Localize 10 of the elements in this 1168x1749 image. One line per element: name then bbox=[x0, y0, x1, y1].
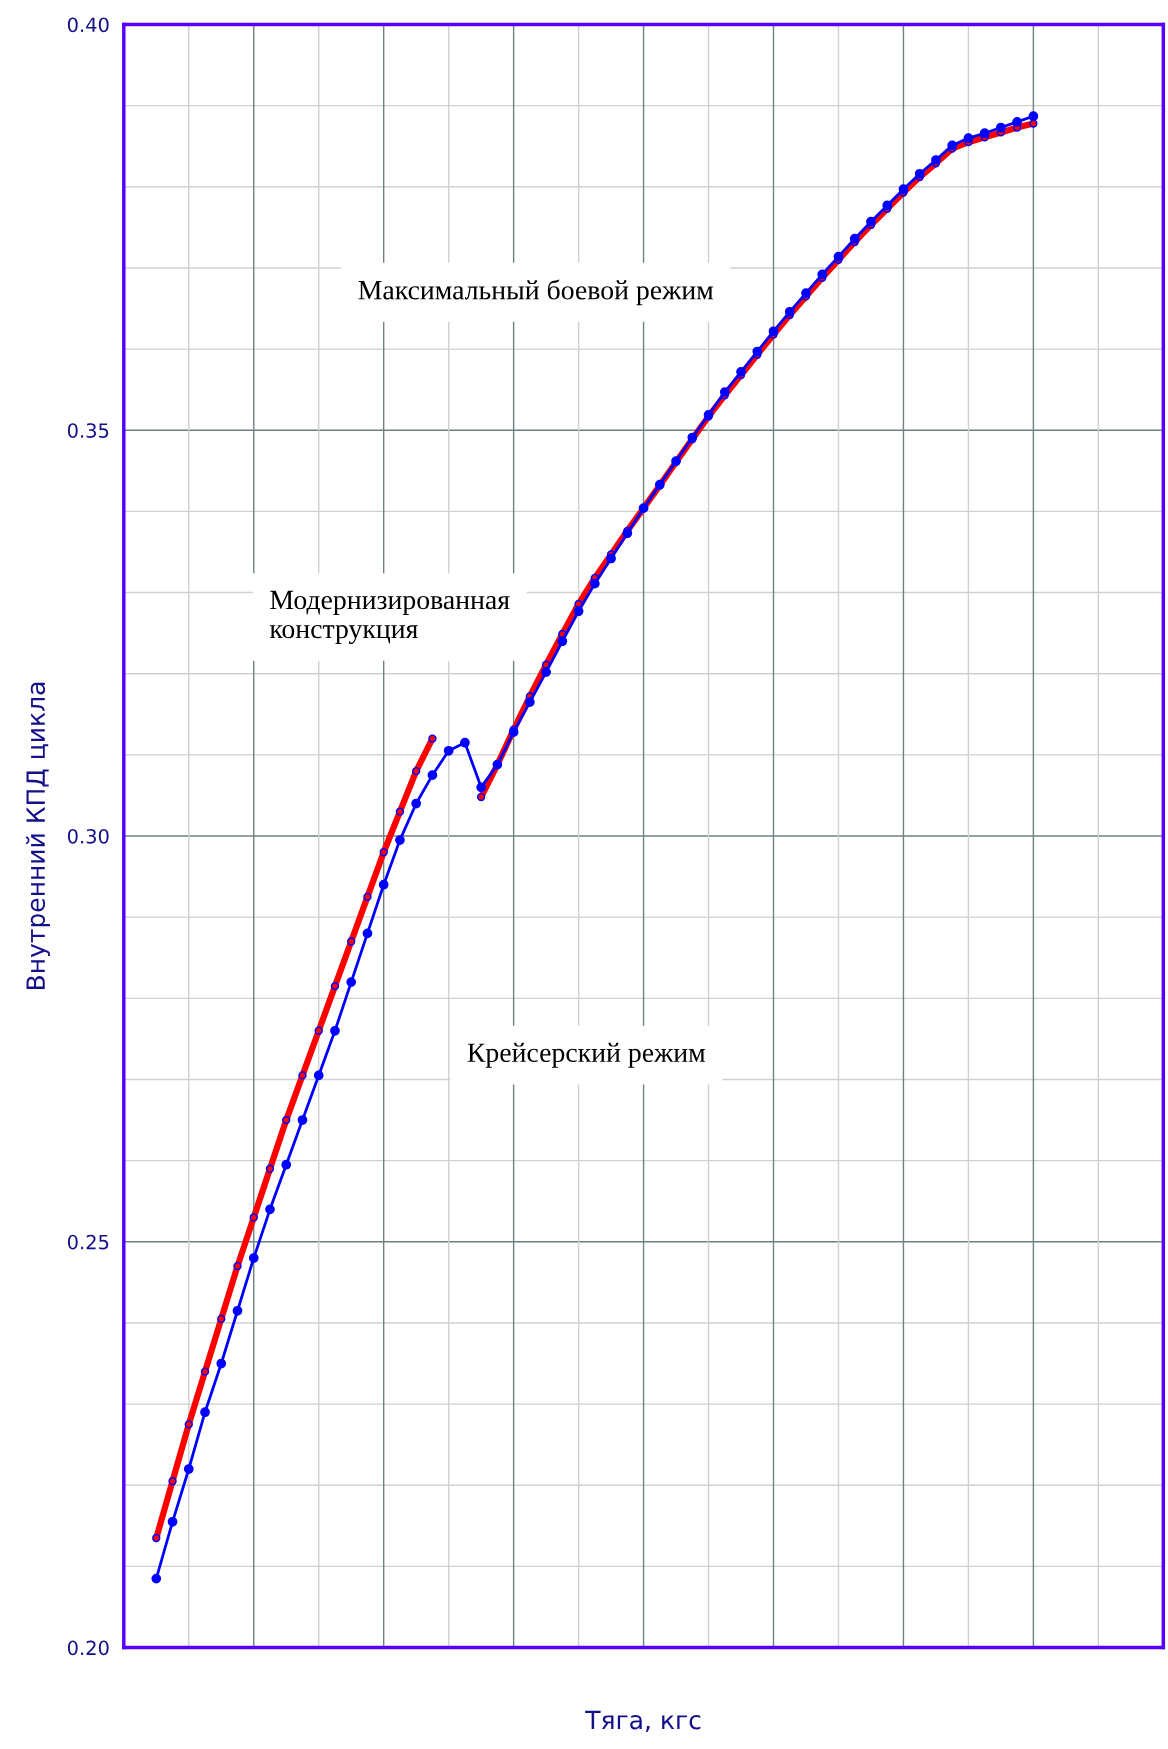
y-tick-label: 0.40 bbox=[67, 17, 109, 33]
x-axis-title: Тяга, кгс bbox=[585, 1710, 701, 1732]
y-axis-title: Внутренний КПД цикла bbox=[25, 682, 50, 990]
text: 0.20 bbox=[67, 1640, 109, 1656]
annotation: Модернизированная конструкция bbox=[269, 590, 510, 645]
y-tick-label: 0.25 bbox=[67, 1234, 109, 1250]
annotation: Крейсерский режим bbox=[467, 1042, 706, 1068]
y-tick-label: 0.30 bbox=[67, 828, 109, 844]
y-tick-label: 0.35 bbox=[67, 423, 109, 438]
annotation: Максимальный боевой режим bbox=[358, 279, 714, 306]
